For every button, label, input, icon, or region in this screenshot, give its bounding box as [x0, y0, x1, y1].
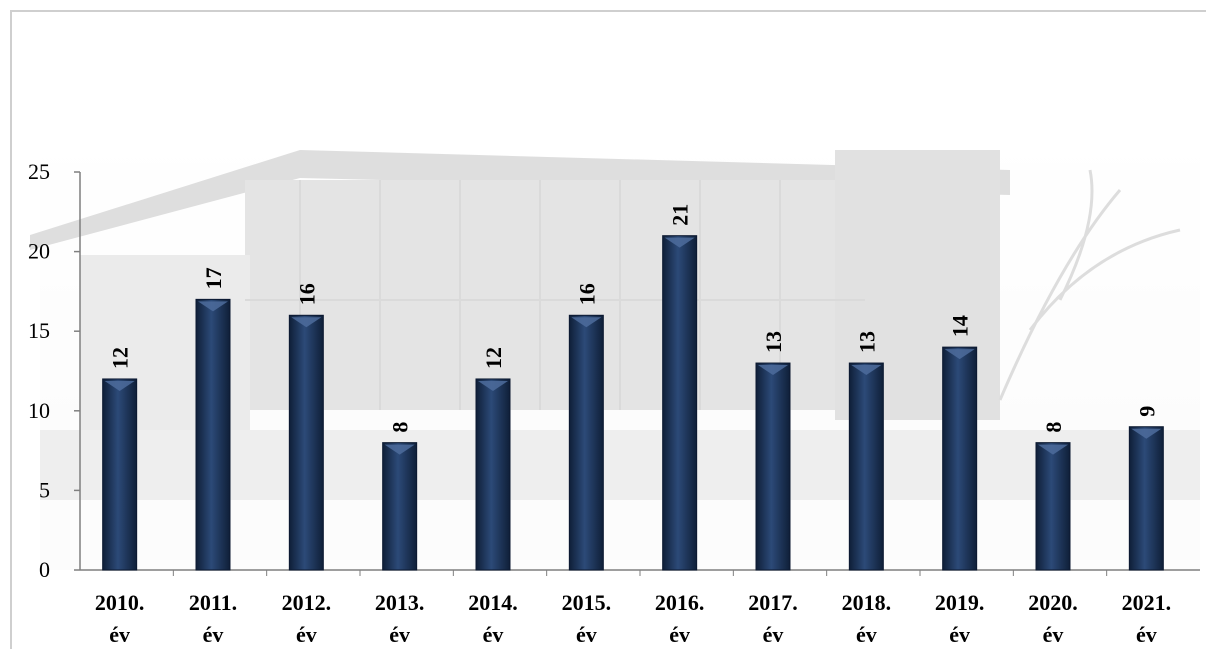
data-label: 12 [481, 347, 506, 369]
bar [662, 235, 698, 571]
bar-highlight [1038, 444, 1068, 455]
x-tick-label: 2018. [842, 590, 892, 615]
bar-highlight [198, 301, 228, 312]
data-label: 16 [294, 283, 319, 305]
bar-highlight [384, 444, 415, 455]
data-label: 17 [201, 267, 226, 289]
bar-highlight [291, 317, 322, 328]
bar [288, 314, 324, 571]
data-label: 16 [574, 283, 599, 305]
data-label: 12 [108, 347, 133, 369]
y-tick-label: 15 [28, 318, 50, 343]
bar-highlight [1131, 428, 1162, 439]
data-label: 21 [668, 204, 693, 226]
y-tick-label: 25 [28, 159, 50, 184]
x-tick-label: 2014. [468, 590, 518, 615]
data-label: 13 [854, 331, 879, 353]
x-tick-label-line2: év [856, 622, 877, 647]
x-tick-label: 2016. [655, 590, 705, 615]
x-tick-label: 2021. [1122, 590, 1172, 615]
x-tick-label-line2: év [389, 622, 410, 647]
data-label: 8 [388, 422, 413, 433]
x-tick-label: 2015. [562, 590, 612, 615]
x-tick-label: 2020. [1028, 590, 1078, 615]
y-axis: 0 5 10 15 20 25 [28, 159, 81, 582]
bar-highlight [851, 365, 882, 376]
bar [195, 298, 231, 571]
y-tick-label: 10 [28, 398, 50, 423]
x-tick-label-line2: év [483, 622, 504, 647]
bar [568, 314, 604, 571]
y-tick-label: 20 [28, 239, 50, 264]
x-tick-label-line2: év [203, 622, 224, 647]
bar [382, 442, 418, 571]
bar-series [102, 235, 1164, 571]
bar-highlight [571, 317, 602, 328]
bar-highlight [664, 237, 695, 248]
bar [475, 378, 511, 571]
x-tick-label: 2011. [189, 590, 237, 615]
data-labels: 12 17 16 8 12 16 21 13 13 14 8 9 [108, 204, 1160, 433]
x-tick-label-line2: év [763, 622, 784, 647]
x-tick-label: 2013. [375, 590, 425, 615]
bar [942, 346, 978, 571]
x-tick-label: 2017. [748, 590, 798, 615]
y-tick-label: 5 [39, 477, 50, 502]
data-label: 13 [761, 331, 786, 353]
bar-highlight [478, 380, 508, 391]
bar [1128, 426, 1164, 571]
x-tick-label-line2: év [1043, 622, 1064, 647]
data-label: 8 [1041, 422, 1066, 433]
x-axis: 2010. év 2011. év 2012. év 2013. év 2014. év 2015.… [80, 569, 1200, 647]
y-tick-label: 0 [39, 557, 50, 582]
bar [1035, 442, 1071, 571]
bar [755, 362, 791, 571]
x-tick-label-line2: év [296, 622, 317, 647]
x-tick-label-line2: év [1136, 622, 1157, 647]
x-tick-label-line2: év [949, 622, 970, 647]
bar [848, 362, 884, 571]
data-label: 14 [948, 315, 973, 337]
x-tick-label: 2019. [935, 590, 985, 615]
data-label: 9 [1134, 406, 1159, 417]
x-tick-label-line2: év [576, 622, 597, 647]
bar [102, 378, 138, 571]
x-tick-label-line2: év [669, 622, 690, 647]
bar-highlight [104, 380, 135, 391]
x-tick-label: 2010. [95, 590, 145, 615]
x-tick-label-line2: év [109, 622, 130, 647]
bar-highlight [758, 365, 788, 376]
x-tick-label: 2012. [282, 590, 332, 615]
bar-highlight [944, 349, 975, 360]
